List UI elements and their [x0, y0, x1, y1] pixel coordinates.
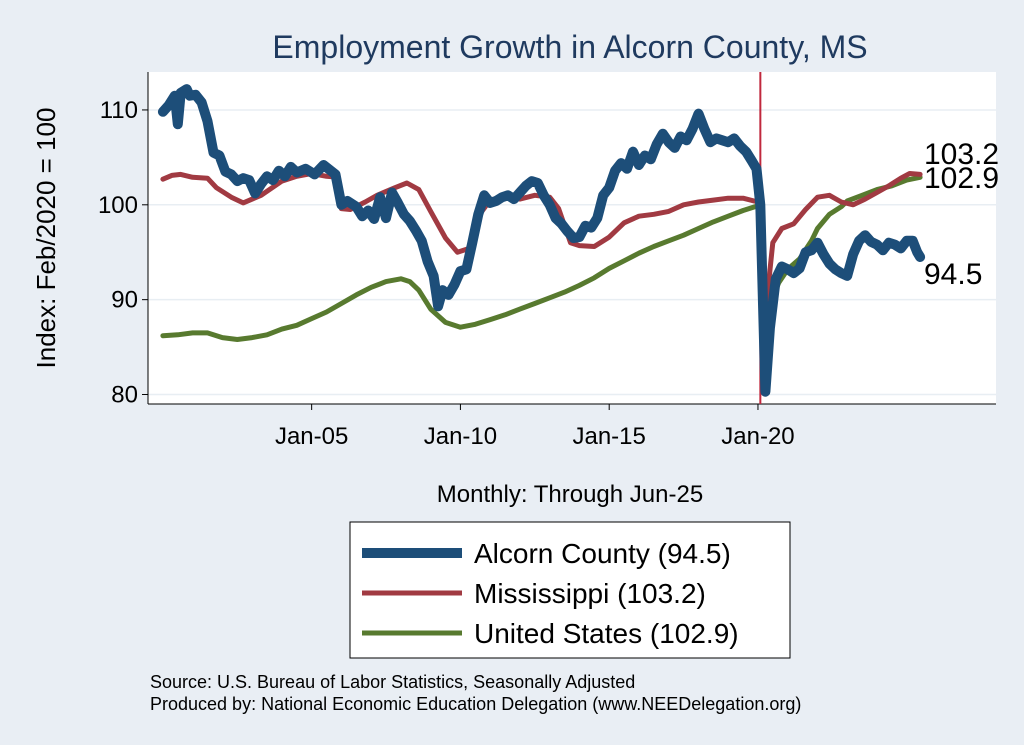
legend-label-united-states: United States (102.9)	[474, 618, 739, 649]
x-tick-label: Jan-15	[572, 423, 645, 450]
legend-label-mississippi: Mississippi (103.2)	[474, 578, 706, 609]
axes	[147, 72, 996, 405]
end-label-united-states: 102.9	[924, 162, 999, 195]
y-tick-label: 110	[100, 97, 138, 124]
end-label-alcorn: 94.5	[924, 258, 982, 291]
chart-title: Employment Growth in Alcorn County, MS	[272, 29, 867, 65]
legend-label-alcorn: Alcorn County (94.5)	[474, 538, 731, 569]
x-tick-label: Jan-05	[275, 423, 348, 450]
series-line-alcorn-county	[157, 84, 926, 397]
end-label-mississippi: 103.2	[924, 138, 999, 171]
x-ticks: Jan-05 Jan-10 Jan-15 Jan-20	[275, 404, 795, 450]
y-tick-label: 80	[111, 382, 138, 409]
source-note: Source: U.S. Bureau of Labor Statistics,…	[150, 672, 635, 692]
y-axis-title: Index: Feb/2020 = 100	[31, 108, 61, 369]
x-axis-title: Monthly: Through Jun-25	[437, 481, 703, 508]
y-tick-label: 90	[111, 287, 138, 314]
legend: Alcorn County (94.5) Mississippi (103.2)…	[349, 521, 791, 659]
x-tick-label: Jan-20	[721, 423, 794, 450]
x-tick-label: Jan-10	[424, 423, 497, 450]
producer-note: Produced by: National Economic Education…	[150, 694, 801, 714]
series-lines	[157, 84, 926, 397]
y-ticks: 80 90 100 110	[98, 97, 148, 409]
y-tick-label: 100	[98, 192, 138, 219]
